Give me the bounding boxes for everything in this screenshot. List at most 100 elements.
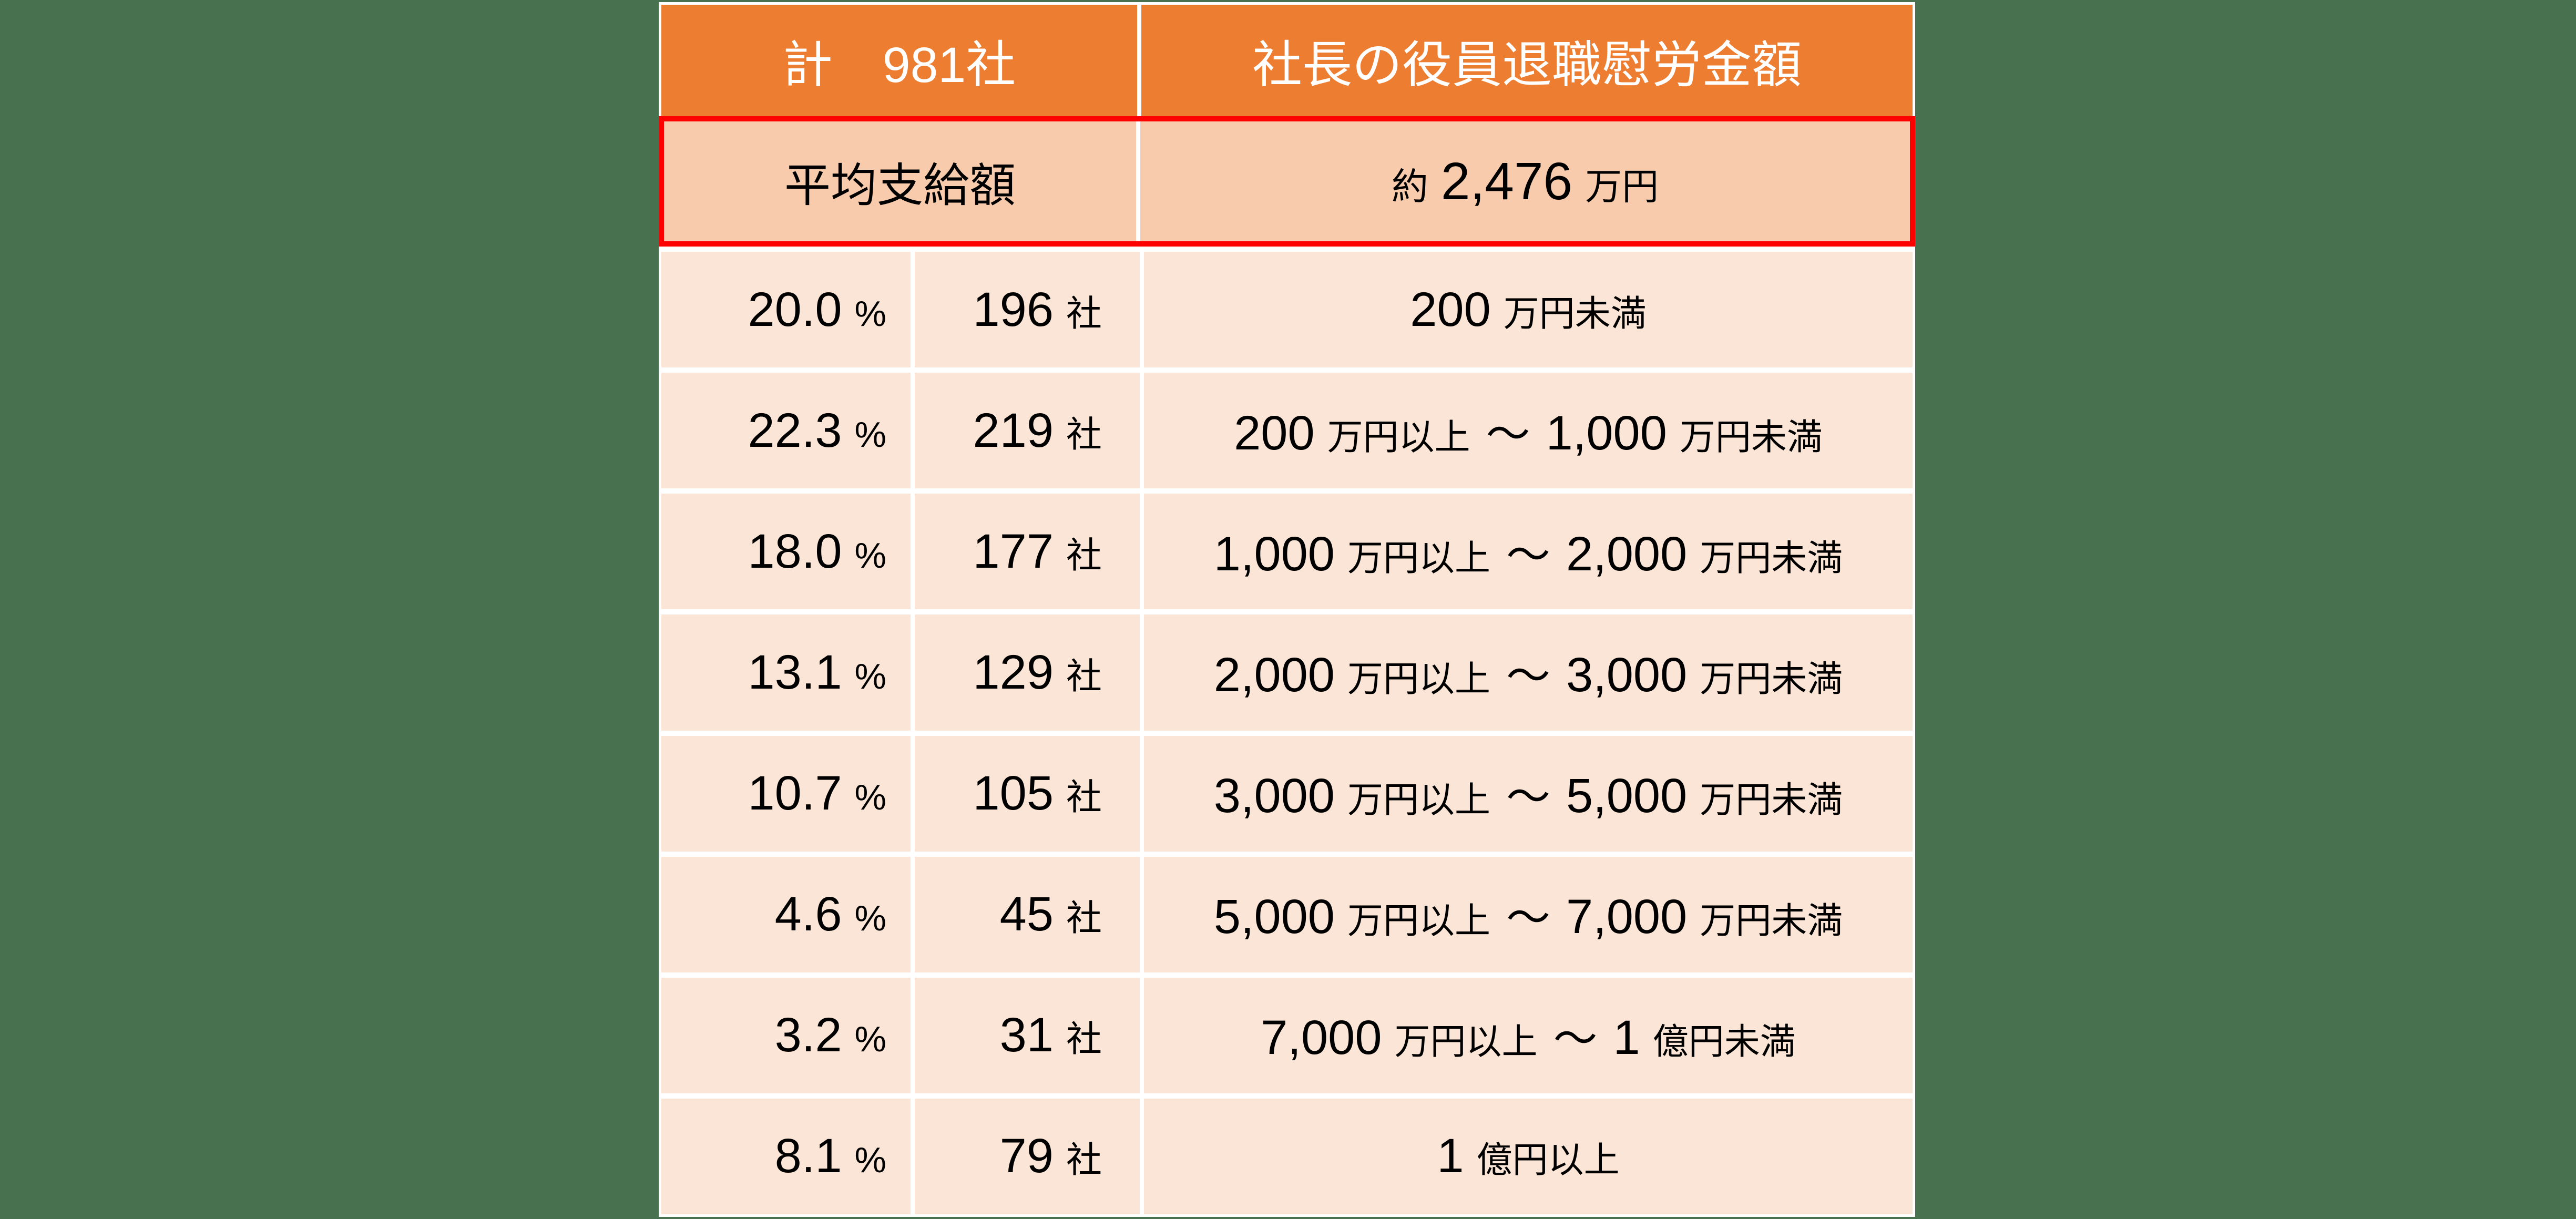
- companies-unit: 社: [1066, 1019, 1102, 1060]
- range-cell: 7,000 万円以上 ～ 1 億円未満: [1144, 977, 1913, 1093]
- companies-value: 105: [973, 766, 1054, 821]
- companies-cell: 31 社: [915, 977, 1140, 1093]
- companies-unit: 社: [1066, 777, 1102, 818]
- range-cell: 1,000 万円以上 ～ 2,000 万円未満: [1144, 494, 1913, 610]
- range-number: 200: [1410, 282, 1491, 336]
- range-tilde: ～: [1506, 651, 1550, 701]
- range-cell: 2,000 万円以上 ～ 3,000 万円未満: [1144, 614, 1913, 731]
- range-unit: 万円未満: [1700, 538, 1843, 578]
- percent-cell: 22.3 %: [661, 373, 911, 489]
- header-total-cell: 計 981社: [661, 5, 1137, 116]
- range-number: 7,000: [1566, 890, 1688, 944]
- average-value-cell: 約 2,476 万円: [1140, 121, 1910, 241]
- range-cell: 1 億円以上: [1144, 1098, 1913, 1214]
- percent-cell: 10.7 %: [661, 735, 911, 852]
- range-cell: 200 万円以上 ～ 1,000 万円未満: [1144, 373, 1913, 489]
- header-total-label: 計 981社: [782, 37, 1016, 93]
- range-text: 1 億円以上: [1437, 1129, 1619, 1184]
- companies-value: 177: [973, 524, 1054, 578]
- header-amount-label: 社長の役員退職慰労金額: [1252, 37, 1802, 93]
- range-unit: 万円未満: [1700, 901, 1843, 941]
- range-number: 1: [1437, 1129, 1464, 1183]
- average-unit: 万円: [1585, 166, 1659, 207]
- range-number: 2,000: [1213, 648, 1335, 702]
- average-label-cell: 平均支給額: [664, 121, 1136, 241]
- range-text: 5,000 万円以上 ～ 7,000 万円未満: [1214, 883, 1843, 946]
- percent-cell: 18.0 %: [661, 494, 911, 610]
- average-label: 平均支給額: [784, 159, 1016, 211]
- percent-cell: 20.0 %: [661, 252, 911, 368]
- range-number: 200: [1234, 406, 1315, 460]
- percent-cell: 4.6 %: [661, 856, 911, 972]
- average-number: 2,476: [1440, 151, 1573, 211]
- range-number: 5,000: [1566, 769, 1688, 823]
- range-tilde: ～: [1506, 530, 1550, 580]
- range-text: 200 万円未満: [1410, 282, 1647, 337]
- companies-unit: 社: [1066, 293, 1102, 334]
- companies-cell: 129 社: [915, 614, 1140, 731]
- percent-value: 22.3: [748, 403, 842, 457]
- range-unit: 万円以上: [1394, 1022, 1538, 1062]
- companies-value: 219: [973, 403, 1054, 457]
- range-number: 3,000: [1566, 648, 1688, 702]
- average-prefix: 約: [1391, 166, 1428, 207]
- range-cell: 200 万円未満: [1144, 252, 1913, 368]
- range-number: 1,000: [1546, 406, 1667, 460]
- table-row: 4.6 % 45 社 5,000 万円以上 ～ 7,000 万円未満: [661, 856, 1913, 972]
- table-row: 22.3 % 219 社 200 万円以上 ～ 1,000 万円未満: [661, 373, 1913, 489]
- companies-cell: 177 社: [915, 494, 1140, 610]
- companies-value: 196: [973, 282, 1054, 336]
- range-tilde: ～: [1506, 772, 1550, 822]
- retirement-pay-table: 計 981社 社長の役員退職慰労金額 平均支給額 約 2,476 万円 20.0…: [659, 2, 1915, 1217]
- range-number: 5,000: [1213, 890, 1335, 944]
- companies-unit: 社: [1066, 898, 1102, 939]
- companies-value: 31: [999, 1008, 1054, 1062]
- companies-cell: 45 社: [915, 856, 1140, 972]
- percent-value: 18.0: [748, 524, 842, 578]
- range-unit: 万円以上: [1347, 780, 1490, 821]
- range-cell: 3,000 万円以上 ～ 5,000 万円未満: [1144, 735, 1913, 852]
- table-row: 18.0 % 177 社 1,000 万円以上 ～ 2,000 万円未満: [661, 494, 1913, 610]
- range-unit: 億円以上: [1476, 1140, 1620, 1181]
- companies-value: 129: [973, 645, 1054, 699]
- percent-value: 3.2: [774, 1008, 842, 1062]
- range-unit: 万円以上: [1347, 659, 1490, 699]
- range-unit: 万円未満: [1700, 659, 1843, 699]
- percent-unit: %: [854, 656, 886, 696]
- table-row: 3.2 % 31 社 7,000 万円以上 ～ 1 億円未満: [661, 977, 1913, 1093]
- average-row-highlight: 平均支給額 約 2,476 万円: [659, 116, 1915, 247]
- percent-cell: 13.1 %: [661, 614, 911, 731]
- companies-cell: 79 社: [915, 1098, 1140, 1214]
- companies-unit: 社: [1066, 535, 1102, 576]
- range-number: 1,000: [1213, 527, 1335, 581]
- range-text: 1,000 万円以上 ～ 2,000 万円未満: [1214, 520, 1843, 583]
- range-unit: 万円未満: [1679, 417, 1823, 457]
- percent-unit: %: [854, 414, 886, 455]
- range-unit: 万円未満: [1503, 293, 1647, 334]
- percent-unit: %: [854, 535, 886, 576]
- range-cell: 5,000 万円以上 ～ 7,000 万円未満: [1144, 856, 1913, 972]
- range-number: 2,000: [1566, 527, 1688, 581]
- companies-unit: 社: [1066, 414, 1102, 455]
- range-text: 3,000 万円以上 ～ 5,000 万円未満: [1214, 762, 1843, 825]
- companies-cell: 105 社: [915, 735, 1140, 852]
- table-header-row: 計 981社 社長の役員退職慰労金額: [661, 5, 1913, 116]
- percent-value: 13.1: [748, 645, 842, 699]
- range-unit: 万円以上: [1347, 538, 1490, 578]
- range-unit: 億円未満: [1652, 1022, 1796, 1062]
- table-row: 13.1 % 129 社 2,000 万円以上 ～ 3,000 万円未満: [661, 614, 1913, 731]
- range-text: 200 万円以上 ～ 1,000 万円未満: [1234, 399, 1823, 463]
- table-row: 8.1 % 79 社 1 億円以上: [661, 1098, 1913, 1214]
- percent-value: 10.7: [748, 766, 842, 821]
- companies-value: 79: [999, 1129, 1054, 1183]
- percent-unit: %: [854, 898, 886, 939]
- range-unit: 万円以上: [1327, 417, 1470, 457]
- range-unit: 万円未満: [1700, 780, 1843, 821]
- range-number: 7,000: [1261, 1011, 1382, 1065]
- percent-unit: %: [854, 1019, 886, 1060]
- range-text: 7,000 万円以上 ～ 1 億円未満: [1261, 1003, 1795, 1067]
- header-amount-cell: 社長の役員退職慰労金額: [1141, 5, 1913, 116]
- range-tilde: ～: [1486, 409, 1530, 459]
- range-tilde: ～: [1553, 1014, 1598, 1064]
- companies-value: 45: [999, 887, 1054, 941]
